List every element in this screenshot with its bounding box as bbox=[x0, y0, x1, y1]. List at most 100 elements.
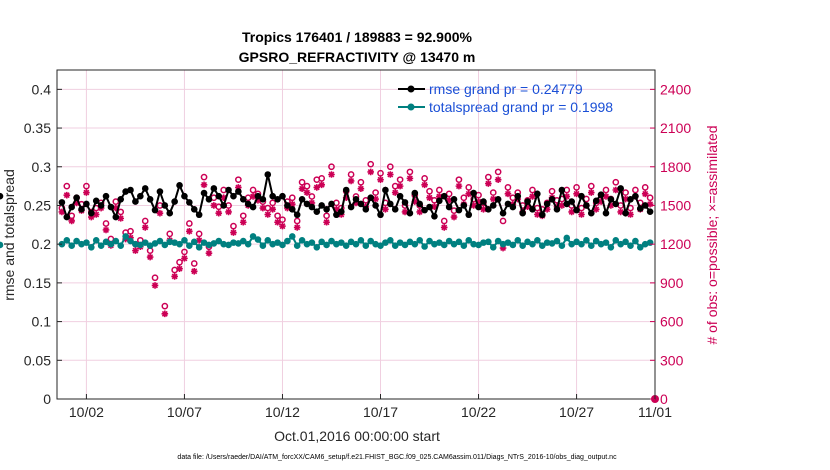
rmse-point bbox=[583, 202, 590, 209]
obs-assimilated-marker bbox=[190, 267, 198, 275]
obs-possible-marker bbox=[303, 182, 311, 190]
obs-possible-marker bbox=[269, 199, 277, 207]
rmse-point bbox=[587, 209, 595, 217]
rmse-point bbox=[186, 199, 193, 206]
obs-assimilated-marker bbox=[617, 208, 624, 216]
rmse-point bbox=[166, 209, 174, 217]
rmse-point bbox=[323, 206, 330, 213]
obs-assimilated-marker bbox=[597, 198, 605, 205]
totalspread-point bbox=[509, 241, 517, 249]
rmse-point bbox=[426, 203, 433, 211]
totalspread-point bbox=[63, 237, 71, 244]
obs-assimilated-marker bbox=[63, 191, 71, 199]
obs-possible-marker bbox=[166, 230, 174, 238]
y-tick-label: 0.25 bbox=[24, 197, 51, 213]
obs-assimilated-marker bbox=[475, 198, 482, 205]
totalspread-point bbox=[264, 237, 272, 244]
rmse-point bbox=[342, 186, 350, 194]
obs-possible-marker bbox=[377, 169, 384, 177]
rmse-point bbox=[107, 203, 115, 211]
y2-tick-label: 1500 bbox=[660, 197, 691, 213]
obs-assimilated-marker bbox=[558, 202, 566, 209]
totalspread-point bbox=[73, 237, 80, 245]
obs-assimilated-marker bbox=[220, 194, 227, 202]
totalspread-point bbox=[97, 242, 105, 250]
totalspread-point bbox=[151, 240, 159, 247]
totalspread-point bbox=[362, 242, 370, 250]
rmse-point bbox=[259, 195, 267, 203]
obs-assimilated-marker bbox=[602, 193, 610, 200]
obs-assimilated-marker bbox=[117, 215, 125, 222]
rmse-point bbox=[239, 195, 247, 203]
totalspread-point bbox=[122, 233, 129, 240]
rmse-point bbox=[592, 197, 600, 205]
obs-possible-marker bbox=[602, 186, 610, 194]
rmse-point bbox=[352, 195, 360, 203]
rmse-point bbox=[401, 199, 409, 206]
obs-assimilated-marker bbox=[269, 206, 276, 213]
obs-assimilated-marker bbox=[264, 211, 272, 218]
obs-possible-marker bbox=[274, 212, 281, 220]
rmse-point bbox=[372, 202, 379, 209]
rmse-point bbox=[58, 199, 66, 206]
totalspread-point bbox=[92, 237, 100, 244]
totalspread-point bbox=[558, 242, 566, 250]
obs-possible-marker bbox=[489, 189, 497, 196]
obs-possible-marker bbox=[190, 260, 198, 267]
rmse-point bbox=[641, 202, 649, 209]
totalspread-point bbox=[426, 237, 433, 245]
rmse-point bbox=[284, 202, 291, 209]
y2-tick-label: 2100 bbox=[660, 120, 691, 136]
obs-assimilated-marker bbox=[534, 211, 541, 218]
totalspread-point bbox=[181, 237, 188, 244]
totalspread-point bbox=[391, 242, 399, 250]
obs-assimilated-marker bbox=[470, 202, 477, 209]
obs-assimilated-marker bbox=[440, 224, 448, 231]
rmse-point bbox=[529, 206, 536, 213]
obs-assimilated-marker bbox=[88, 213, 95, 221]
rmse-point bbox=[117, 195, 125, 203]
rmse-point bbox=[274, 195, 281, 203]
rmse-point bbox=[288, 206, 296, 213]
obs-possible-marker bbox=[529, 186, 536, 194]
obs-assimilated-marker bbox=[436, 193, 443, 200]
rmse-point bbox=[303, 200, 311, 208]
rmse-point bbox=[318, 202, 325, 209]
obs-assimilated-marker bbox=[504, 190, 512, 198]
obs-assimilated-marker bbox=[592, 206, 600, 213]
totalspread-point bbox=[563, 234, 571, 242]
obs-possible-marker bbox=[195, 230, 203, 238]
rmse-point bbox=[514, 192, 522, 200]
rmse-point bbox=[632, 192, 639, 200]
obs-assimilated-marker bbox=[406, 175, 414, 182]
obs-possible-marker bbox=[185, 220, 193, 227]
totalspread-point bbox=[460, 242, 468, 250]
totalspread-point bbox=[573, 238, 580, 246]
totalspread-point bbox=[646, 239, 654, 246]
totalspread-point bbox=[602, 239, 610, 246]
y2-tick-label: 0 bbox=[660, 391, 668, 407]
obs-assimilated-marker bbox=[200, 181, 208, 189]
rmse-point bbox=[455, 206, 463, 214]
obs-possible-marker bbox=[293, 217, 301, 225]
obs-possible-marker bbox=[63, 182, 71, 190]
obs-possible-marker bbox=[308, 193, 316, 200]
rmse-point bbox=[264, 171, 272, 178]
totalspread-point bbox=[519, 242, 526, 250]
rmse-point bbox=[382, 186, 389, 194]
rmse-point bbox=[416, 200, 424, 208]
obs-assimilated-marker bbox=[274, 218, 281, 226]
obs-assimilated-marker bbox=[215, 209, 223, 217]
rmse-point bbox=[367, 194, 375, 202]
totalspread-point bbox=[195, 243, 203, 251]
obs-assimilated-marker bbox=[485, 180, 492, 187]
obs-assimilated-marker bbox=[622, 195, 629, 203]
obs-assimilated-marker bbox=[156, 209, 164, 217]
rmse-point bbox=[254, 192, 262, 200]
rmse-point bbox=[141, 185, 149, 192]
obs-possible-marker bbox=[499, 217, 507, 225]
obs-assimilated-marker bbox=[127, 234, 134, 242]
totalspread-point bbox=[583, 237, 590, 244]
plot-area bbox=[57, 70, 655, 399]
y-tick-label: 0.2 bbox=[32, 236, 52, 252]
